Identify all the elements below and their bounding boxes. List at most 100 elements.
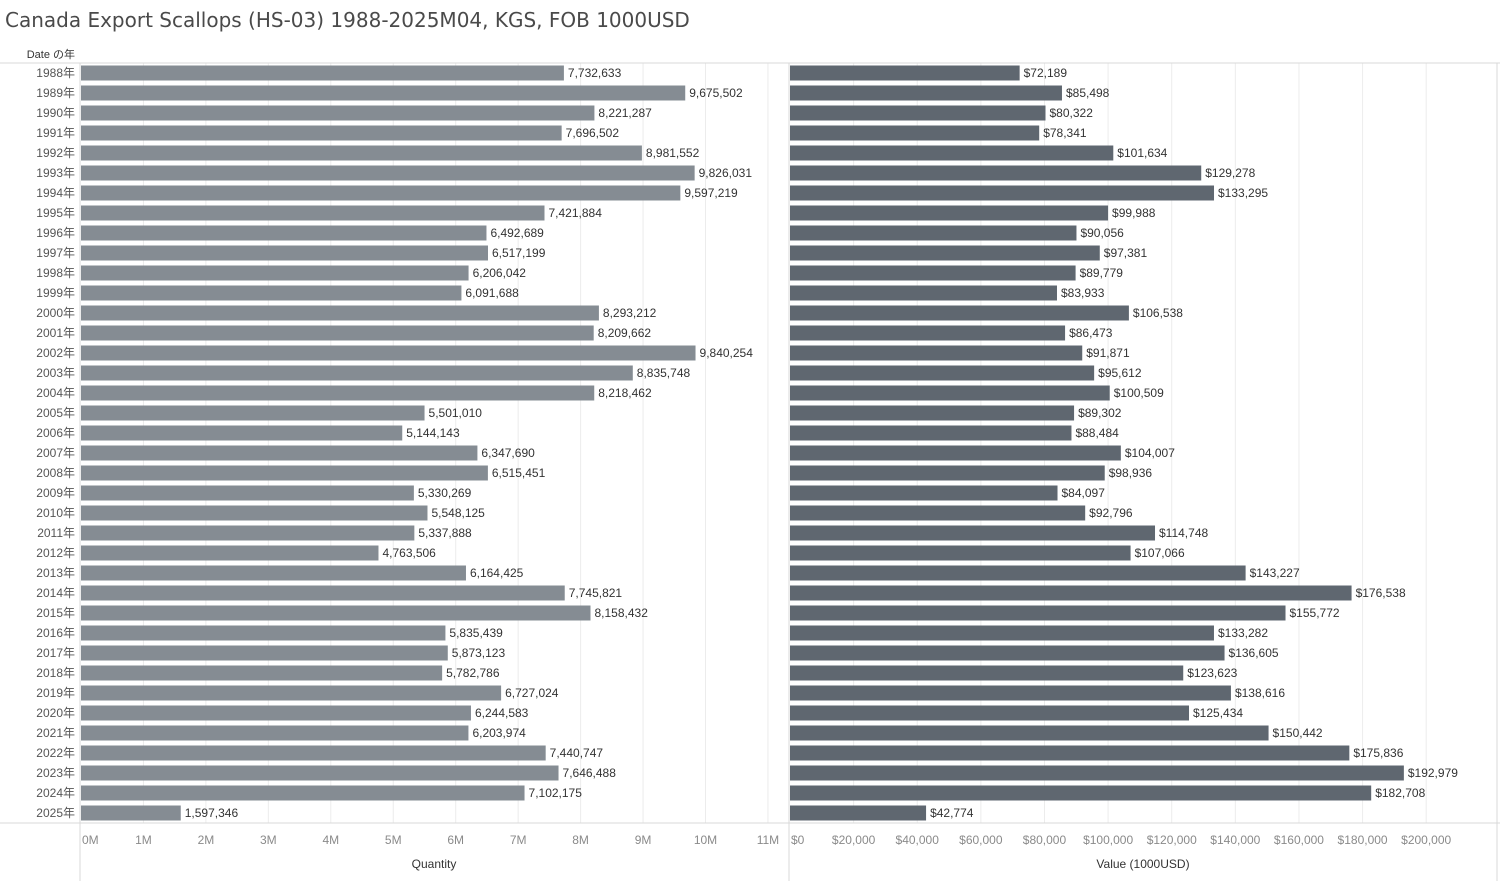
bar <box>790 405 1075 421</box>
value-label: 6,517,199 <box>492 246 546 260</box>
bar <box>81 425 403 441</box>
value-label: 5,873,123 <box>452 646 506 660</box>
value-label: 5,548,125 <box>431 506 485 520</box>
tick-label: 10M <box>694 833 717 847</box>
tick-label: 0M <box>82 833 99 847</box>
tick-label: 5M <box>385 833 402 847</box>
bar <box>81 165 695 181</box>
bar <box>790 145 1114 161</box>
category-label: 2019年 <box>36 686 75 700</box>
category-label: 1994年 <box>36 186 75 200</box>
value-label: $104,007 <box>1125 446 1175 460</box>
bar <box>81 145 642 161</box>
row-header: Date の年 <box>27 47 75 61</box>
value-label: 7,646,488 <box>563 766 617 780</box>
bar <box>790 805 927 821</box>
bar <box>81 745 546 761</box>
value-label: $98,936 <box>1109 466 1153 480</box>
bar <box>790 105 1046 121</box>
value-label: 8,981,552 <box>646 146 700 160</box>
category-label: 2001年 <box>36 326 75 340</box>
bar <box>790 585 1352 601</box>
bar <box>790 545 1131 561</box>
tick-label: $160,000 <box>1274 833 1324 847</box>
category-label: 2004年 <box>36 386 75 400</box>
category-label: 1988年 <box>36 66 75 80</box>
value-label: $86,473 <box>1069 326 1113 340</box>
category-label: 1999年 <box>36 286 75 300</box>
bar <box>790 225 1077 241</box>
category-label: 2015年 <box>36 606 75 620</box>
value-label: 6,515,451 <box>492 466 546 480</box>
value-label: $125,434 <box>1193 706 1243 720</box>
value-label: $85,498 <box>1066 86 1110 100</box>
bar <box>790 465 1105 481</box>
category-label: 2018年 <box>36 666 75 680</box>
value-label: $78,341 <box>1043 126 1087 140</box>
value-label: 7,696,502 <box>566 126 620 140</box>
bar <box>790 205 1109 221</box>
value-label: $123,623 <box>1187 666 1237 680</box>
bar <box>790 505 1086 521</box>
value-label: $143,227 <box>1250 566 1300 580</box>
value-label: 6,164,425 <box>470 566 524 580</box>
category-label: 1989年 <box>36 86 75 100</box>
value-label: 6,244,583 <box>475 706 529 720</box>
category-label: 1996年 <box>36 226 75 240</box>
chart-title: Canada Export Scallops (HS-03) 1988-2025… <box>5 8 690 32</box>
value-label: 5,144,143 <box>406 426 460 440</box>
bar <box>81 785 525 801</box>
bar <box>81 85 686 101</box>
value-label: 7,745,821 <box>569 586 623 600</box>
bar <box>790 665 1184 681</box>
value-label: $129,278 <box>1205 166 1255 180</box>
value-label: 4,763,506 <box>382 546 436 560</box>
bar <box>81 725 469 741</box>
value-label: $89,779 <box>1080 266 1124 280</box>
value-label: $107,066 <box>1135 546 1185 560</box>
bar <box>790 325 1066 341</box>
category-label: 2008年 <box>36 466 75 480</box>
category-label: 1991年 <box>36 126 75 140</box>
bar <box>81 585 565 601</box>
bar <box>81 565 466 581</box>
value-label: 8,158,432 <box>594 606 648 620</box>
category-label: 1993年 <box>36 166 75 180</box>
axis-title: Quantity <box>412 857 457 871</box>
value-label: $138,616 <box>1235 686 1285 700</box>
value-label: $42,774 <box>930 806 974 820</box>
bar <box>81 325 594 341</box>
tick-label: $60,000 <box>959 833 1003 847</box>
value-label: 6,727,024 <box>505 686 559 700</box>
tick-label: $120,000 <box>1147 833 1197 847</box>
bar <box>81 665 443 681</box>
value-label: 9,826,031 <box>699 166 753 180</box>
value-label: 7,102,175 <box>529 786 583 800</box>
value-label: $182,708 <box>1375 786 1425 800</box>
category-label: 1990年 <box>36 106 75 120</box>
category-label: 2017年 <box>36 646 75 660</box>
bar <box>81 185 681 201</box>
bar <box>81 385 595 401</box>
category-label: 2021年 <box>36 726 75 740</box>
bar <box>790 785 1372 801</box>
value-label: 6,091,688 <box>465 286 519 300</box>
value-label: $97,381 <box>1104 246 1148 260</box>
tick-label: 7M <box>510 833 527 847</box>
tick-label: $40,000 <box>896 833 940 847</box>
bar <box>81 345 696 361</box>
bar <box>790 245 1100 261</box>
tick-label: $200,000 <box>1401 833 1451 847</box>
value-label: 8,221,287 <box>598 106 652 120</box>
bar <box>790 705 1190 721</box>
category-label: 2005年 <box>36 406 75 420</box>
value-label: $106,538 <box>1133 306 1183 320</box>
value-label: $92,796 <box>1089 506 1133 520</box>
bar <box>81 365 633 381</box>
bar <box>81 625 446 641</box>
tick-label: 8M <box>572 833 589 847</box>
category-label: 2010年 <box>36 506 75 520</box>
tick-label: 11M <box>757 833 779 847</box>
tick-label: 3M <box>260 833 277 847</box>
